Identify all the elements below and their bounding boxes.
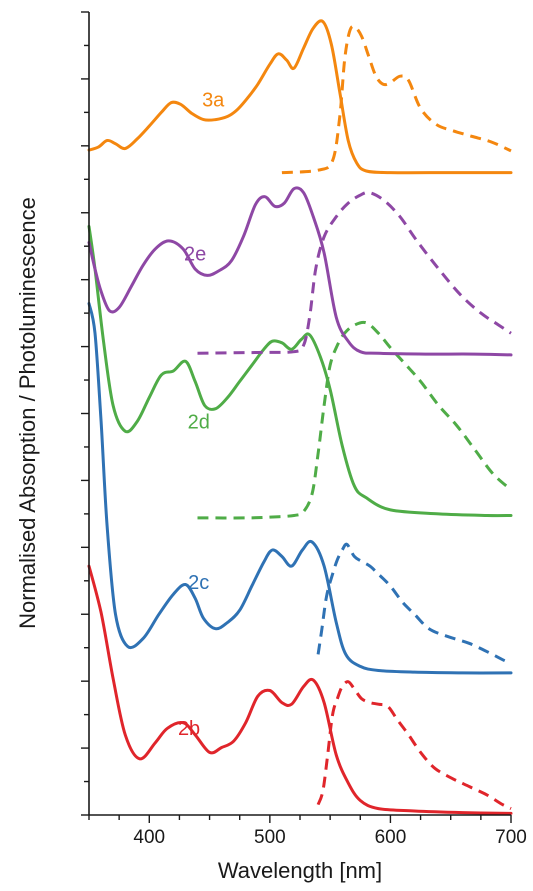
- series-layer: [87, 19, 513, 815]
- series-2b-photoluminescence-line: [316, 680, 512, 810]
- y-axis-title: Normalised Absorption / Photoluminescenc…: [15, 197, 40, 629]
- series-3a-absorption-line: [87, 19, 513, 175]
- series-2b-absorption-line: [87, 564, 513, 815]
- x-tick-label-400: 400: [133, 827, 165, 848]
- series-2c-absorption-line: [87, 302, 513, 675]
- series-2e-photoluminescence-line: [197, 190, 512, 355]
- series-label-3a: 3a: [202, 89, 225, 111]
- x-tick-label-600: 600: [375, 827, 407, 848]
- x-tick-label-700: 700: [495, 827, 527, 848]
- x-axis-title: Wavelength [nm]: [218, 858, 382, 883]
- series-2e-absorption-line: [87, 186, 513, 357]
- series-2d-absorption-line: [87, 224, 513, 518]
- y-ticks: [81, 11, 89, 816]
- series-label-2d: 2d: [188, 411, 210, 433]
- x-tick-label-500: 500: [254, 827, 286, 848]
- series-label-layer: 2b 2c 2d 2e 3a: [178, 89, 225, 740]
- series-label-2b: 2b: [178, 718, 200, 740]
- series-2c-photoluminescence-line: [316, 542, 512, 664]
- series-3a-photoluminescence-line: [281, 24, 512, 175]
- series-label-2c: 2c: [188, 572, 209, 594]
- series-2d-photoluminescence-line: [197, 320, 513, 520]
- series-label-2e: 2e: [184, 244, 206, 266]
- x-ticks: 400 500 600 700: [88, 815, 527, 848]
